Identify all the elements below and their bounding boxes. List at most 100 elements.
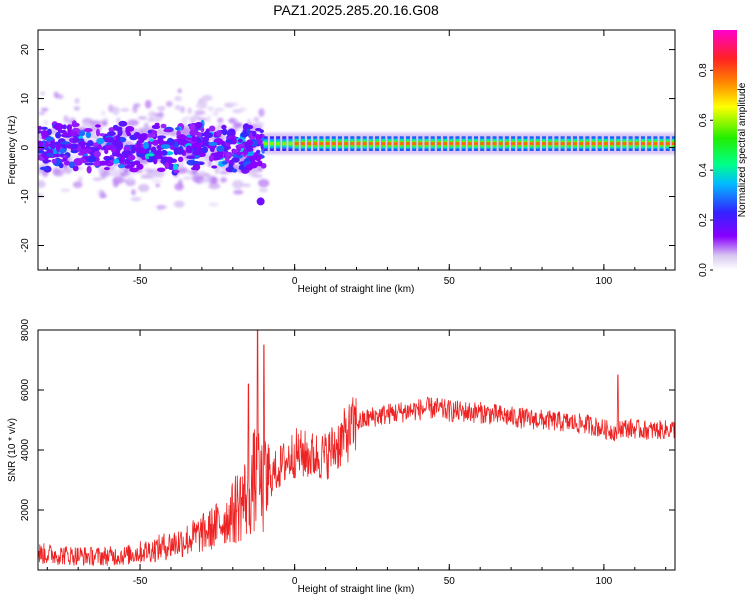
snr-y-tick-label: 8000	[20, 318, 31, 341]
spectrogram-cell	[112, 158, 120, 164]
spectrogram-cell	[316, 132, 321, 155]
spectrogram-cell	[53, 91, 59, 99]
spectrogram-cell	[257, 178, 270, 188]
spectrogram-cell	[123, 146, 131, 151]
spectrogram-cell	[217, 117, 224, 123]
spectrogram-cell	[399, 142, 404, 146]
spectrogram-cell	[208, 182, 221, 190]
spectrogram-cell	[123, 167, 129, 174]
spectrogram-cell	[237, 138, 243, 143]
chart-title: PAZ1.2025.285.20.16.G08	[273, 2, 439, 18]
spectrogram-cell	[254, 121, 265, 128]
spectrogram-cell	[60, 141, 71, 145]
spectrogram-cell	[234, 151, 245, 155]
spectrogram-cell	[56, 143, 61, 151]
spectrogram-cell	[582, 132, 587, 155]
spectrogram-cell	[455, 142, 460, 146]
spectrogram-cell	[65, 169, 71, 175]
spectrogram-y-axis: -20 -10 0 10 20	[20, 44, 675, 253]
spectrogram-cell	[359, 132, 364, 155]
spectrogram-cell	[160, 123, 167, 129]
spectrogram-cell	[353, 132, 358, 155]
spectrogram-cell	[168, 131, 175, 136]
spectrogram-cell	[83, 155, 89, 160]
spectrogram-cell	[554, 142, 559, 146]
spectrogram-cell	[174, 95, 182, 102]
snr-series-line	[38, 330, 675, 567]
spectrogram-cell	[38, 193, 44, 199]
spectrogram-cell	[225, 139, 233, 144]
spectrogram-cell	[180, 106, 185, 114]
spectrogram-cell	[44, 141, 50, 149]
spectrogram-cell	[418, 142, 423, 146]
spectrogram-cell	[83, 128, 93, 133]
spectrogram-cell	[160, 144, 171, 149]
spectrogram-cell	[610, 142, 615, 146]
spectrogram-cell	[656, 132, 661, 155]
spectrogram-cell	[62, 124, 67, 130]
spectrogram-cell	[424, 142, 429, 146]
spectrogram-cell	[124, 164, 134, 169]
spectrogram-cell	[203, 130, 210, 136]
spectrogram-cell	[120, 178, 128, 183]
spectrogram-cell	[73, 106, 80, 111]
spectrogram-cell	[393, 142, 398, 146]
spectrogram-cell	[38, 140, 44, 148]
spectrogram-cell	[173, 169, 180, 174]
spectrogram-x-label: Height of straight line (km)	[298, 284, 415, 295]
spectrogram-cell	[328, 132, 333, 155]
spectrogram-cell	[251, 174, 263, 178]
spectrogram-cell	[436, 142, 441, 146]
spectrogram-cell	[154, 122, 160, 126]
spectrogram-cell	[200, 179, 211, 183]
spectrogram-cell	[157, 135, 167, 139]
spectrogram-cell	[121, 150, 132, 156]
spectrogram-cell	[495, 132, 500, 155]
snr-plot: -50 0 50 100 2000 4000 6000 8000 Height of str…	[7, 318, 676, 595]
spectrogram-cell	[585, 142, 590, 146]
spectrogram-cell	[72, 181, 83, 189]
spectrogram-cell	[200, 126, 205, 133]
spectrogram-cell	[53, 168, 65, 177]
colorbar-ticks: 0.0 0.2 0.4 0.6 0.8	[698, 63, 713, 277]
spectrogram-cell	[337, 142, 342, 146]
snr-x-tick-label: -50	[133, 576, 148, 587]
spectrogram-cell	[115, 149, 121, 155]
spectrogram-cell	[603, 142, 608, 146]
spectrogram-cell	[579, 142, 584, 146]
colorbar-gradient	[713, 30, 737, 270]
spectrogram-cell	[322, 132, 327, 155]
spectrogram-cell	[219, 170, 229, 175]
spectrogram-y-tick-label: 20	[20, 44, 31, 56]
spectrogram-cell	[253, 116, 260, 123]
spectrogram-cell	[443, 142, 448, 146]
spectrogram-cell	[634, 142, 639, 146]
spectrogram-cell	[69, 130, 79, 137]
spectrogram-cell	[249, 161, 259, 169]
spectrogram-cell	[529, 142, 534, 146]
spectrogram-cell	[303, 132, 308, 155]
spectrogram-cell	[208, 125, 216, 132]
spectrogram-cell	[38, 126, 42, 130]
spectrogram-cell	[619, 132, 624, 155]
spectrogram-cell	[94, 124, 101, 128]
spectrogram-cell	[216, 126, 222, 131]
spectrogram-cell	[119, 172, 127, 178]
spectrogram-cell	[87, 140, 94, 147]
spectrogram-cell	[163, 128, 173, 133]
spectrogram-cell	[208, 154, 214, 162]
spectrogram-cell	[53, 149, 58, 155]
spectrogram-cell	[93, 161, 101, 167]
spectrogram-cell	[523, 142, 528, 146]
spectrogram-cell	[221, 161, 228, 165]
spectrogram-cell	[114, 153, 123, 158]
spectrogram-cell	[449, 142, 454, 146]
spectrogram-cell	[115, 134, 121, 142]
spectrogram-cell	[253, 152, 258, 159]
spectrogram-cell	[173, 200, 185, 208]
spectrogram-cell	[39, 91, 46, 96]
spectrogram-cell	[214, 107, 225, 112]
spectrogram-cell	[511, 142, 516, 146]
spectrogram-cell	[480, 142, 485, 146]
spectrogram-cell	[227, 128, 236, 136]
